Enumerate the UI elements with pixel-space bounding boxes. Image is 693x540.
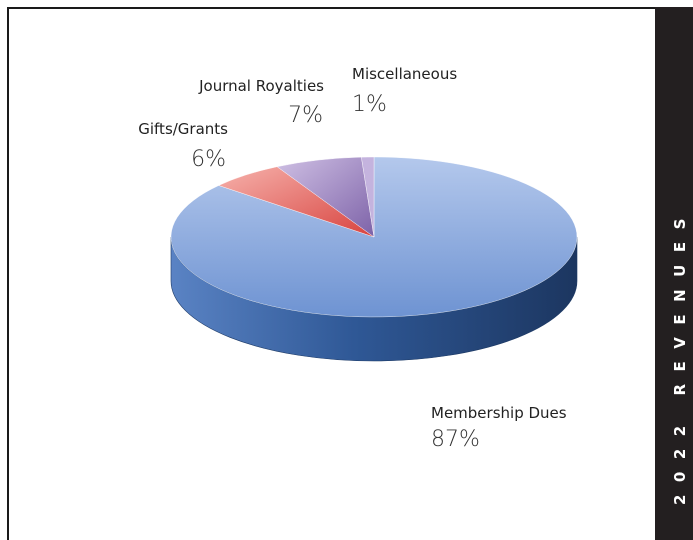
- percent-journal-royalties: 7%: [288, 103, 323, 128]
- percent-gifts-grants: 6%: [191, 147, 226, 172]
- label-miscellaneous: Miscellaneous: [352, 65, 457, 83]
- label-gifts-grants: Gifts/Grants: [138, 120, 228, 138]
- label-journal-royalties: Journal Royalties: [198, 77, 324, 95]
- label-membership-dues: Membership Dues: [431, 404, 567, 422]
- percent-membership-dues: 87%: [431, 427, 480, 452]
- side-banner: 2022 REVENUES: [655, 7, 693, 540]
- slice-miscellaneous: [361, 156, 375, 238]
- percent-miscellaneous: 1%: [352, 92, 387, 117]
